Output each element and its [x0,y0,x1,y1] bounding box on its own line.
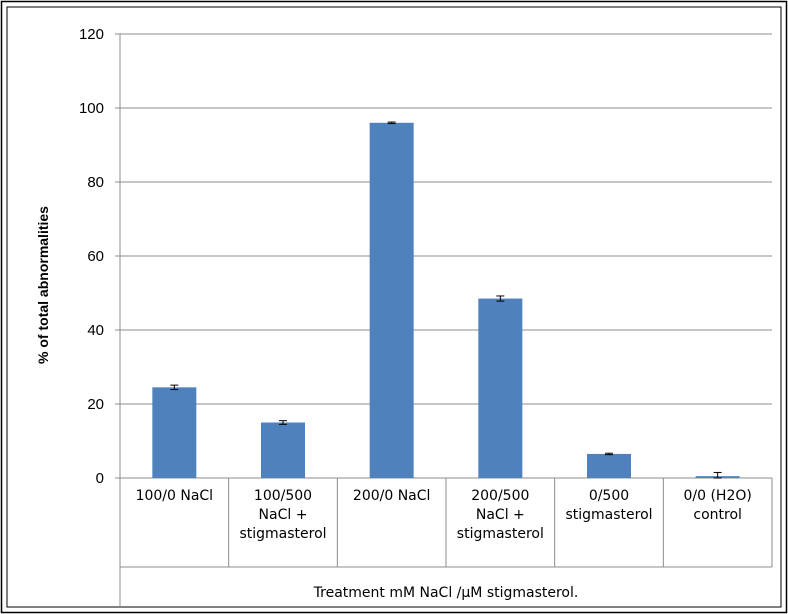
inner-border [6,6,782,608]
y-tick-label: 40 [87,322,104,339]
y-tick-label: 0 [96,470,104,487]
error-bars [170,121,722,479]
y-axis-label: % of total abnormalities [35,206,51,364]
x-axis-label: Treatment mM NaCl /µM stigmasterol. [313,585,579,601]
y-tick-label: 60 [87,248,104,265]
y-tick-label: 20 [87,396,104,413]
x-category-label: 200/0 NaCl [353,488,431,504]
x-category-label: stigmasterol [565,507,652,523]
y-tick-label: 120 [79,26,104,43]
x-category-label: stigmasterol [457,526,544,542]
x-category-label: 100/0 NaCl [136,488,214,504]
x-category-label: 0/0 (H2O) [683,488,751,504]
bar [261,422,305,478]
x-category-label: 200/500 [471,488,529,504]
y-tick-label: 80 [87,174,104,191]
x-category-label: 100/500 [254,488,312,504]
x-category-labels: 100/0 NaCl 100/500 NaCl + stigmasterol 200/0… [136,488,752,542]
y-tick-label: 100 [79,100,104,117]
x-category-label: NaCl + [476,507,525,523]
x-category-label: control [693,507,742,523]
bar [587,453,631,478]
x-category-label: 0/500 [589,488,629,504]
bars [152,122,740,479]
bar [152,387,197,478]
bar [478,298,523,478]
x-category-label: stigmasterol [239,526,326,542]
gridlines [120,33,772,405]
x-category-label: NaCl + [259,507,308,523]
bar [369,122,414,479]
axes [115,33,773,606]
y-tick-labels: 0 20 40 60 80 100 120 [79,26,104,487]
